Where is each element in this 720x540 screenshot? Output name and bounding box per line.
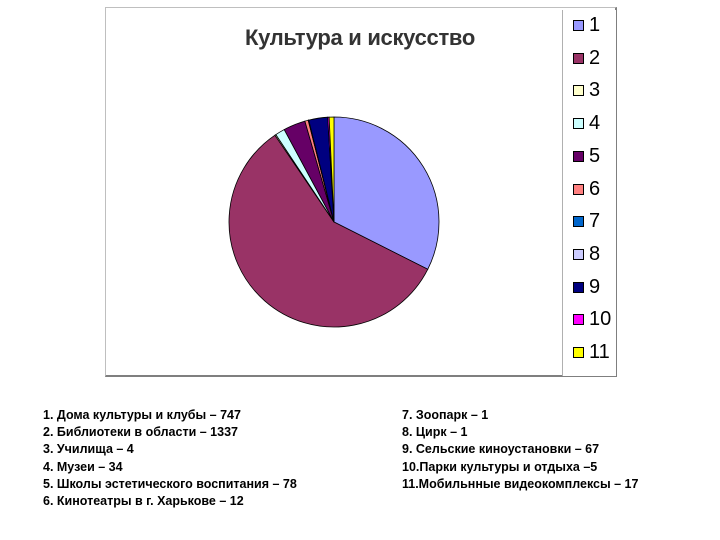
legend-label: 9 xyxy=(589,275,601,298)
chart-legend: 1 2 3 4 5 6 7 8 9 10 11 xyxy=(562,10,616,376)
legend-item-2: 2 xyxy=(573,47,617,69)
legend-item-11: 11 xyxy=(573,341,617,363)
caption-line: 7. Зоопарк – 1 xyxy=(402,408,489,422)
legend-label: 5 xyxy=(589,144,601,167)
caption-left: 1. Дома культуры и клубы – 747 2. Библиот… xyxy=(43,407,297,510)
pie-slice-1 xyxy=(333,116,440,270)
caption-line: 6. Кинотеатры в г. Харькове – 12 xyxy=(43,494,244,509)
legend-swatch xyxy=(573,52,584,64)
caption-line: 3. Училища – 4 xyxy=(43,442,134,457)
caption-line: 8. Цирк – 1 xyxy=(402,425,468,440)
legend-label: 6 xyxy=(589,177,601,200)
chart-title: Культура и искусство xyxy=(244,25,475,50)
legend-swatch xyxy=(573,314,584,326)
legend-item-6: 6 xyxy=(573,178,617,200)
legend-swatch xyxy=(573,85,584,97)
caption-line: 9. Сельские киноустановки – 67 xyxy=(402,442,600,457)
legend-label: 11 xyxy=(589,341,610,363)
legend-label: 4 xyxy=(589,112,601,135)
caption-line: 5. Школы эстетического воспитания – 78 xyxy=(43,476,297,491)
caption-line: 1. Дома культуры и клубы – 747 xyxy=(43,408,241,422)
legend-swatch xyxy=(573,347,584,358)
legend-swatch xyxy=(573,150,584,162)
legend-label: 8 xyxy=(589,242,601,265)
legend-item-5: 5 xyxy=(573,145,617,167)
legend-swatch xyxy=(573,281,584,293)
legend-item-4: 4 xyxy=(573,112,617,134)
legend-swatch xyxy=(573,183,584,195)
legend-item-3: 3 xyxy=(573,79,617,101)
legend-item-9: 9 xyxy=(573,276,617,298)
legend-swatch xyxy=(573,118,584,130)
legend-item-7: 7 xyxy=(573,210,617,232)
caption-right: 7. Зоопарк – 1 8. Цирк – 1 9. Сельские кин… xyxy=(402,407,638,493)
caption-line: 2. Библиотеки в области – 1337 xyxy=(43,425,238,440)
caption-line: 10.Парки культуры и отдыха –5 xyxy=(402,459,598,474)
pie-slice-11 xyxy=(328,116,335,223)
legend-label: 2 xyxy=(589,46,601,69)
legend-item-8: 8 xyxy=(573,243,617,265)
caption-line: 4. Музеи – 34 xyxy=(43,459,123,474)
legend-label: 7 xyxy=(589,210,601,233)
legend-swatch xyxy=(573,248,584,260)
legend-swatch xyxy=(573,216,584,228)
legend-swatch xyxy=(573,20,584,31)
legend-label: 1 xyxy=(589,14,601,36)
legend-item-10: 10 xyxy=(573,308,617,330)
legend-label: 10 xyxy=(589,308,612,331)
pie-slice-2 xyxy=(228,134,429,328)
legend-label: 3 xyxy=(589,79,601,102)
legend-item-1: 1 xyxy=(573,14,617,36)
caption-line: 11.Мобильнные видеокомплексы – 17 xyxy=(402,476,639,491)
